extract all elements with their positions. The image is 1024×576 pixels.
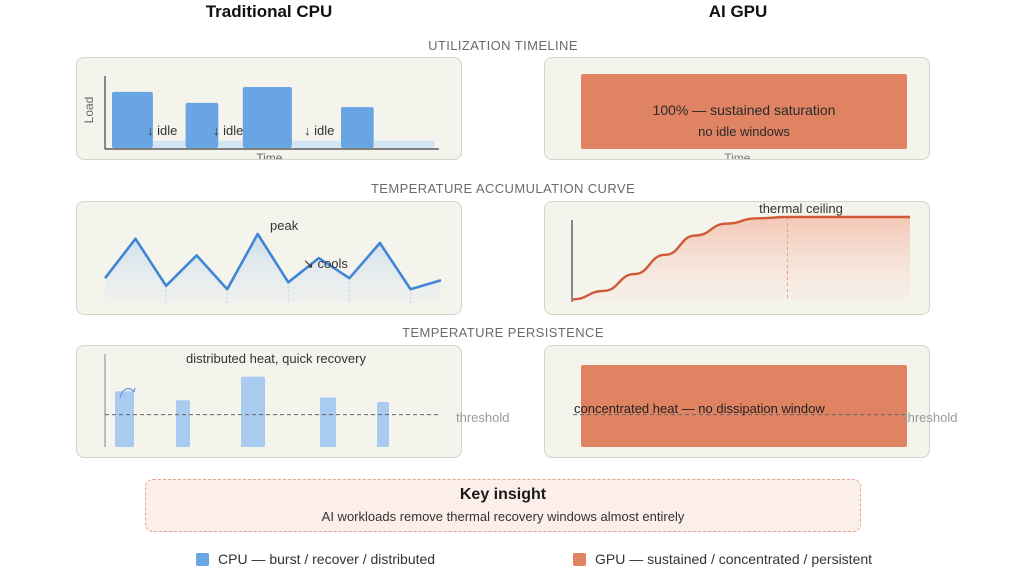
legend-gpu: GPU — sustained / concentrated / persist…: [573, 551, 872, 567]
cpu-util-idle-label-3: ↓ idle: [304, 123, 334, 138]
cpu-util-bar-5: [242, 87, 292, 148]
cpu-util-idle-label-2: ↓ idle: [213, 123, 243, 138]
key-insight-box: Key insight AI workloads remove thermal …: [145, 479, 861, 532]
cpu-heat-bar-4: [320, 397, 336, 447]
cpu-heat-bar-1: [115, 391, 134, 447]
gpu-accumulation-chart: thermal ceiling: [571, 202, 910, 302]
gpu-persistence-chart: concentrated heat — no dissipation windo…: [573, 365, 907, 447]
section-title-accumulation: TEMPERATURE ACCUMULATION CURVE: [370, 181, 636, 196]
cpu-heat-bar-5: [377, 402, 389, 447]
cpu-util-bar-6: [291, 140, 341, 148]
cpu-util-bar-3: [185, 102, 219, 148]
recovery-arrow-head: [130, 387, 136, 393]
legend-gpu-label: GPU — sustained / concentrated / persist…: [595, 551, 873, 567]
cpu-util-idle-label-1: ↓ idle: [147, 123, 177, 138]
gpu-util-sub-text: no idle windows: [698, 124, 790, 139]
legend-gpu-swatch: [573, 552, 586, 566]
section-title-persistence: TEMPERATURE PERSISTENCE: [402, 325, 604, 340]
cpu-util-bar-1: [112, 91, 153, 148]
legend-cpu: CPU — burst / recover / distributed: [196, 551, 435, 567]
cpu-util-bar-7: [341, 107, 374, 148]
cpu-util-y-label: Load: [82, 97, 96, 124]
cpu-acc-cools-label: ↘ cools: [303, 256, 348, 271]
cpu-column-title: Traditional CPU: [205, 2, 333, 21]
legend-cpu-label: CPU — burst / recover / distributed: [218, 551, 436, 567]
gpu-temperature-area: [573, 217, 910, 301]
gpu-utilization-panel: 100% — sustained saturation no idle wind…: [544, 57, 930, 160]
gpu-temperature-line: [572, 215, 910, 301]
gpu-util-main-text: 100% — sustained saturation: [653, 102, 836, 118]
key-insight-text: AI workloads remove thermal recovery win…: [321, 509, 685, 524]
section-title-utilization: UTILIZATION TIMELINE: [428, 38, 578, 53]
cpu-per-caption: distributed heat, quick recovery: [186, 351, 366, 366]
cpu-threshold-label: threshold: [456, 410, 510, 425]
gpu-accumulation-panel: thermal ceiling: [544, 201, 930, 315]
legend-cpu-swatch: [196, 552, 209, 566]
gpu-util-x-label: Time →: [724, 151, 766, 160]
cpu-utilization-panel: ↓ idle ↓ idle ↓ idle Load Time →: [76, 57, 462, 160]
cpu-util-bar-8: [373, 140, 435, 148]
gpu-utilization-chart: 100% — sustained saturation no idle wind…: [581, 74, 907, 160]
cpu-heat-bar-2: [176, 400, 190, 447]
gpu-acc-ceiling-label: thermal ceiling: [759, 202, 843, 216]
cpu-util-bar-2: [152, 140, 186, 148]
cpu-util-bar-4: [218, 140, 243, 148]
cpu-temperature-area: [105, 234, 441, 303]
gpu-per-caption: concentrated heat — no dissipation windo…: [574, 401, 825, 416]
cpu-accumulation-panel: peak ↘ cools: [76, 201, 462, 315]
cpu-acc-peak-label: peak: [270, 218, 299, 233]
cpu-accumulation-chart: peak ↘ cools: [103, 218, 442, 303]
key-insight-title: Key insight: [459, 486, 547, 503]
gpu-heat-block: [581, 365, 907, 447]
cpu-heat-bar-3: [241, 376, 265, 447]
gpu-util-saturation-bar: [581, 74, 907, 149]
cpu-persistence-panel: distributed heat, quick recovery: [76, 345, 462, 458]
gpu-persistence-panel: concentrated heat — no dissipation windo…: [544, 345, 930, 458]
cpu-utilization-chart: ↓ idle ↓ idle ↓ idle Load Time →: [82, 76, 439, 160]
gpu-column-title: AI GPU: [708, 2, 768, 21]
cpu-persistence-chart: distributed heat, quick recovery: [104, 351, 439, 447]
gpu-threshold-label: threshold: [904, 410, 958, 425]
cpu-util-x-label: Time →: [256, 151, 298, 160]
cpu-temperature-line: [103, 232, 442, 291]
